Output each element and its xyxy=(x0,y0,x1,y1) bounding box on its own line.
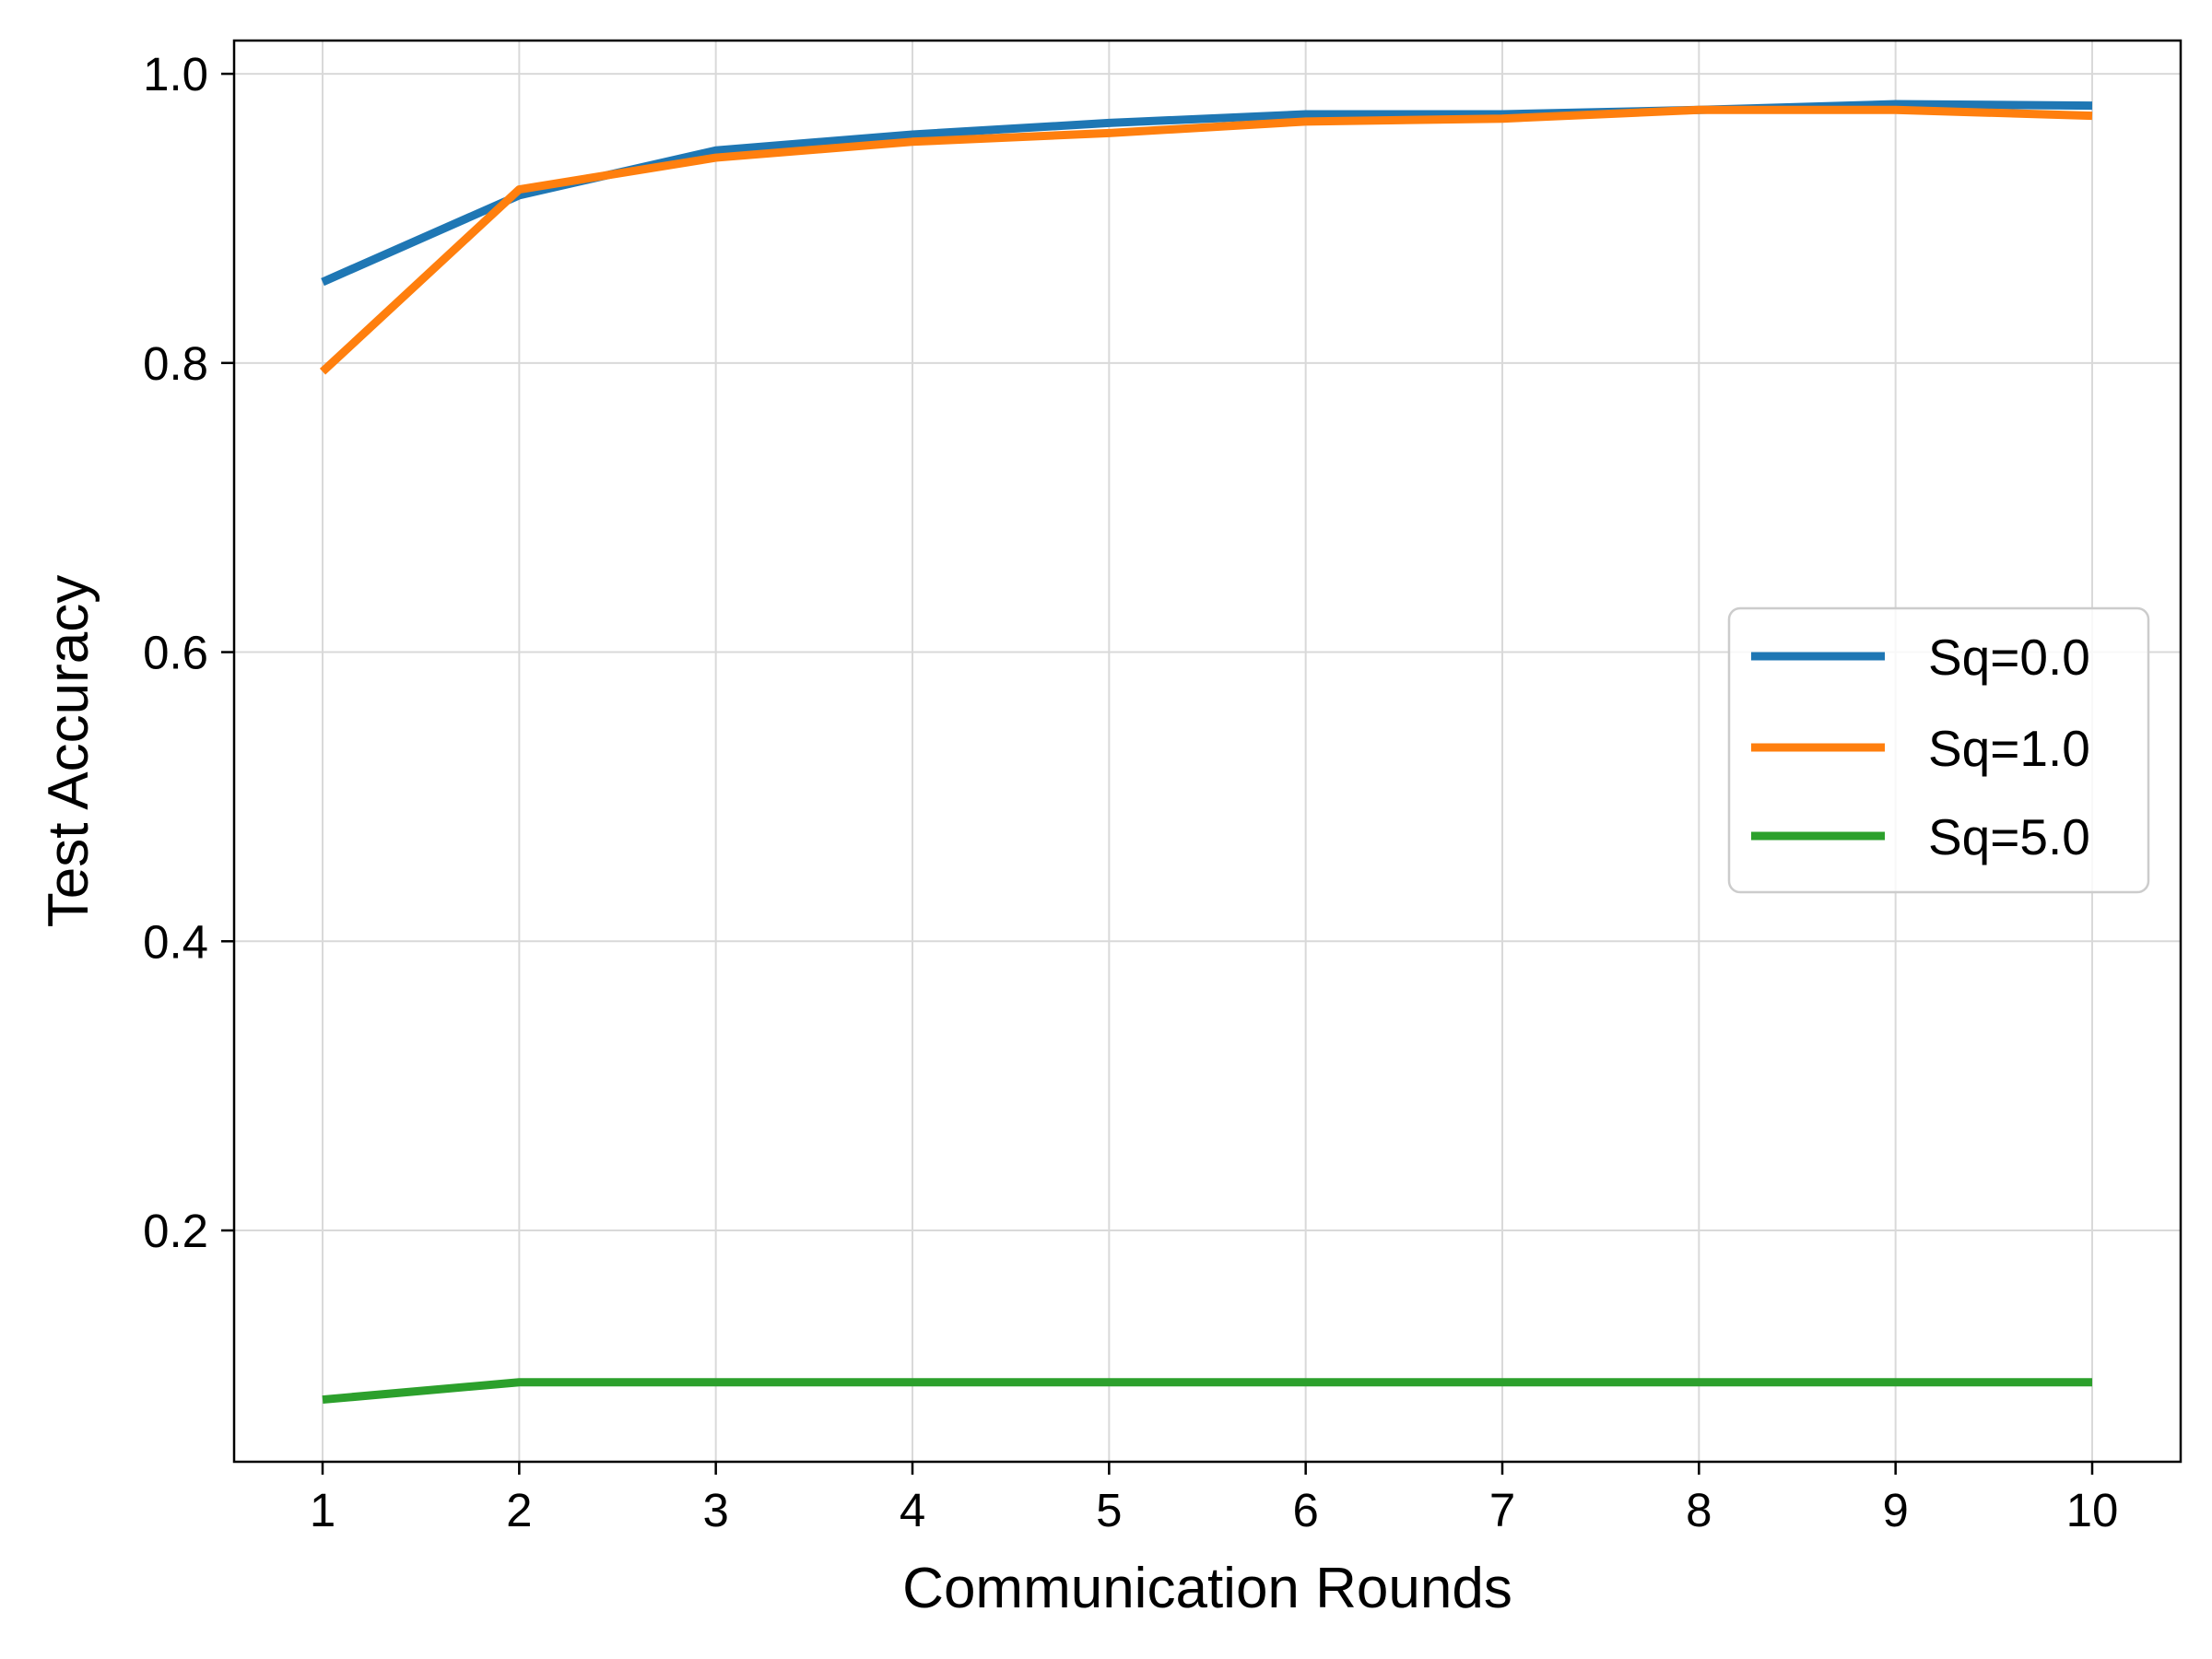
x-axis-label: Communication Rounds xyxy=(902,1557,1512,1620)
legend: Sq=0.0 Sq=1.0 Sq=5.0 xyxy=(1727,606,2150,894)
x-tick-label: 6 xyxy=(1292,1484,1318,1536)
legend-label-sq-0: Sq=0.0 xyxy=(1928,629,2090,686)
series-lines xyxy=(319,100,2093,1405)
x-tick-label: 8 xyxy=(1686,1484,1712,1536)
x-tick-label: 4 xyxy=(900,1484,925,1536)
x-tick-label: 9 xyxy=(1882,1484,1908,1536)
x-tick-label: 5 xyxy=(1096,1484,1122,1536)
y-axis-label: Test Accuracy xyxy=(37,575,100,927)
y-tick-label: 0.8 xyxy=(143,337,208,390)
series-line-sq-5-0 xyxy=(322,1378,2092,1405)
y-tick-label: 0.2 xyxy=(143,1205,208,1257)
x-tick-label: 3 xyxy=(702,1484,728,1536)
y-tick-label: 0.4 xyxy=(143,915,208,968)
series-line-sq-1-0 xyxy=(319,105,2093,375)
plot-frame xyxy=(232,39,2183,1464)
x-tick-label: 10 xyxy=(2066,1484,2119,1536)
legend-label-sq-5: Sq=5.0 xyxy=(1928,808,2090,865)
y-tick-label: 1.0 xyxy=(143,48,208,100)
legend-box xyxy=(1727,606,2150,894)
x-tick-label: 7 xyxy=(1489,1484,1515,1536)
y-tick-label: 0.6 xyxy=(143,627,208,679)
x-tick-label: 2 xyxy=(506,1484,532,1536)
legend-label-sq-1: Sq=1.0 xyxy=(1928,720,2090,777)
axis-ticks: 1 2 3 4 5 6 7 8 9 10 0.2 0.4 0.6 0.8 1.0 xyxy=(143,48,2118,1536)
x-tick-label: 1 xyxy=(310,1484,335,1536)
